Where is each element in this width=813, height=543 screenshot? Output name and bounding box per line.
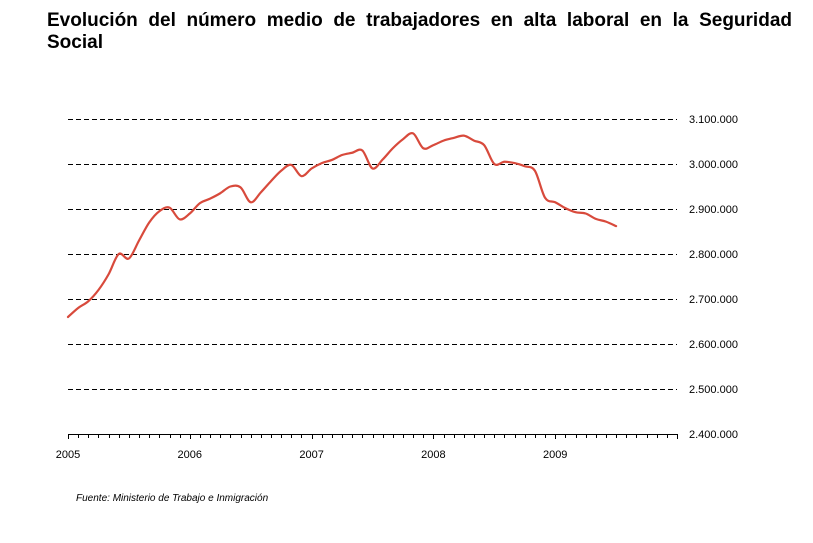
data-point xyxy=(199,202,201,204)
data-point xyxy=(67,316,69,318)
data-point xyxy=(595,218,597,220)
data-point xyxy=(270,180,272,182)
data-point xyxy=(97,289,99,291)
y-tick-label: 2.600.000 xyxy=(689,339,738,351)
data-point xyxy=(229,186,231,188)
data-point xyxy=(422,147,424,149)
gridlines xyxy=(68,119,677,390)
source-note: Fuente: Ministerio de Trabajo e Inmigrac… xyxy=(76,493,269,504)
data-point xyxy=(341,154,343,156)
data-point xyxy=(290,164,292,166)
data-point xyxy=(483,144,485,146)
data-point xyxy=(240,186,242,188)
x-tick-label: 2007 xyxy=(299,449,323,461)
data-point xyxy=(514,162,516,164)
data-point xyxy=(615,225,617,227)
data-point xyxy=(219,192,221,194)
data-point xyxy=(280,170,282,172)
data-point xyxy=(321,162,323,164)
data-point xyxy=(189,213,191,215)
data-point xyxy=(453,137,455,139)
y-tick-labels: 2.400.000 2.500.000 2.600.000 2.700.000 2.80… xyxy=(689,114,738,441)
data-point xyxy=(118,253,120,255)
data-point xyxy=(169,207,171,209)
chart-title: Evolución del número medio de trabajador… xyxy=(47,10,792,53)
data-point xyxy=(148,222,150,224)
data-point xyxy=(250,201,252,203)
y-tick-label: 2.400.000 xyxy=(689,429,738,441)
data-point xyxy=(128,258,130,260)
y-tick-label: 2.800.000 xyxy=(689,249,738,261)
x-tick-label: 2005 xyxy=(56,449,80,461)
data-point xyxy=(108,273,110,275)
data-point xyxy=(605,221,607,223)
data-point xyxy=(158,210,160,212)
data-point xyxy=(564,207,566,209)
y-tick-label: 2.900.000 xyxy=(689,204,738,216)
y-tick-label: 3.000.000 xyxy=(689,159,738,171)
x-tick-labels: 2005 2006 2007 2008 2009 xyxy=(56,449,568,461)
data-point xyxy=(179,218,181,220)
data-point xyxy=(138,240,140,242)
data-point xyxy=(443,140,445,142)
data-point xyxy=(382,159,384,161)
x-tick-label: 2006 xyxy=(178,449,202,461)
data-point xyxy=(575,211,577,213)
data-point xyxy=(463,135,465,137)
data-point xyxy=(432,144,434,146)
data-point xyxy=(331,159,333,161)
data-point xyxy=(311,168,313,170)
data-point xyxy=(524,165,526,167)
x-tick-label: 2008 xyxy=(421,449,445,461)
data-point xyxy=(402,138,404,140)
data-point xyxy=(554,201,556,203)
x-tick-label: 2009 xyxy=(543,449,567,461)
data-point xyxy=(260,191,262,193)
data-point xyxy=(392,147,394,149)
data-point xyxy=(503,161,505,163)
data-point xyxy=(544,197,546,199)
data-point xyxy=(87,300,89,302)
data-point xyxy=(534,170,536,172)
data-point xyxy=(493,163,495,165)
data-point xyxy=(209,198,211,200)
series-line xyxy=(66,132,618,319)
data-point xyxy=(300,175,302,177)
data-point xyxy=(351,152,353,154)
data-point xyxy=(372,168,374,170)
data-point xyxy=(77,307,79,309)
y-tick-label: 2.500.000 xyxy=(689,384,738,396)
series xyxy=(66,132,618,319)
y-tick-label: 3.100.000 xyxy=(689,114,738,126)
data-point xyxy=(361,150,363,152)
y-tick-label: 2.700.000 xyxy=(689,294,738,306)
x-axis xyxy=(68,434,678,439)
data-point xyxy=(473,140,475,142)
data-point xyxy=(585,213,587,215)
data-point xyxy=(412,132,414,134)
